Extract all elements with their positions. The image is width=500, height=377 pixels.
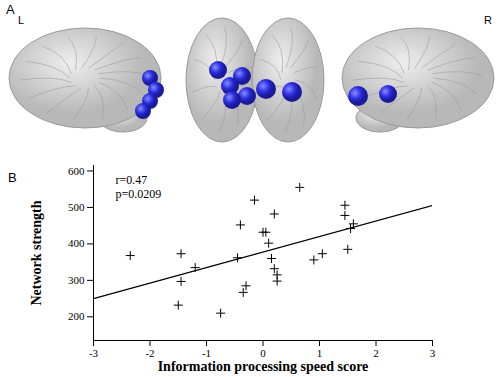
svg-text:r=0.47: r=0.47 — [116, 173, 148, 187]
html-text:A: A — [6, 2, 15, 17]
svg-text:600: 600 — [68, 164, 85, 176]
html-text:L: L — [18, 14, 25, 26]
svg-text:200: 200 — [68, 310, 85, 322]
svg-text:Network strength: Network strength — [29, 200, 44, 305]
svg-text:-2: -2 — [145, 347, 154, 359]
html-text:B: B — [8, 170, 17, 185]
svg-text:400: 400 — [68, 237, 85, 249]
svg-text:p=0.0209: p=0.0209 — [116, 187, 162, 201]
svg-text:3: 3 — [430, 347, 436, 359]
svg-text:0: 0 — [260, 347, 266, 359]
html-text:R: R — [484, 14, 492, 26]
svg-text:2: 2 — [373, 347, 379, 359]
svg-text:Information processing speed s: Information processing speed score — [158, 359, 369, 374]
svg-text:-1: -1 — [202, 347, 211, 359]
svg-text:500: 500 — [68, 201, 85, 213]
svg-text:-3: -3 — [89, 347, 99, 359]
svg-text:1: 1 — [317, 347, 323, 359]
svg-text:300: 300 — [68, 274, 85, 286]
